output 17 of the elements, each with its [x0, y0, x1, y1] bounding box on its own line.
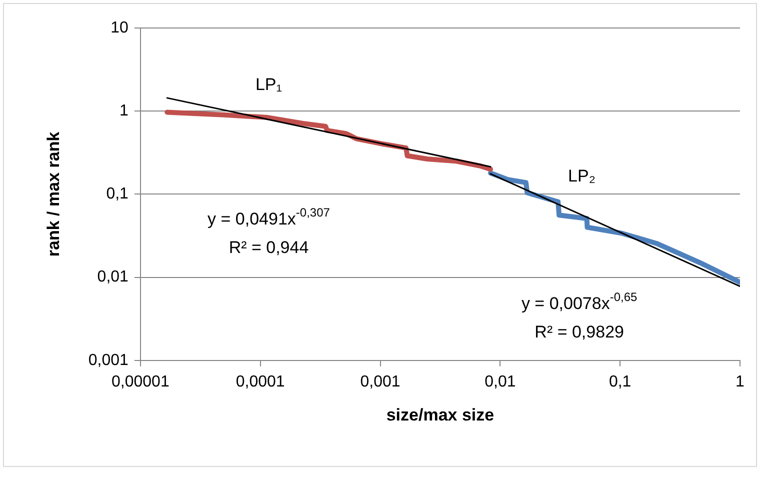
y-tick-label: 0,001 [88, 352, 129, 369]
x-tick-label: 0,00001 [112, 373, 170, 390]
y-tick-label: 0,01 [97, 268, 129, 286]
annotation: R² = 0,944 [228, 238, 309, 258]
annotation: LP₁ [255, 74, 282, 94]
y-axis-title: rank / max rank [44, 131, 63, 257]
y-tick-label: 10 [110, 19, 129, 36]
annotation: LP₂ [568, 166, 596, 186]
y-tick-label: 1 [120, 102, 129, 120]
x-tick-label: 0,001 [360, 373, 400, 390]
x-tick-label: 0,01 [484, 373, 516, 390]
y-tick-label: 0,1 [106, 186, 129, 203]
x-tick-label: 1 [736, 373, 745, 390]
x-axis-title: size/max size [386, 405, 494, 424]
x-tick-label: 0,0001 [236, 373, 285, 390]
annotation: R² = 0,9829 [534, 322, 624, 342]
x-tick-label: 0,1 [608, 373, 632, 390]
